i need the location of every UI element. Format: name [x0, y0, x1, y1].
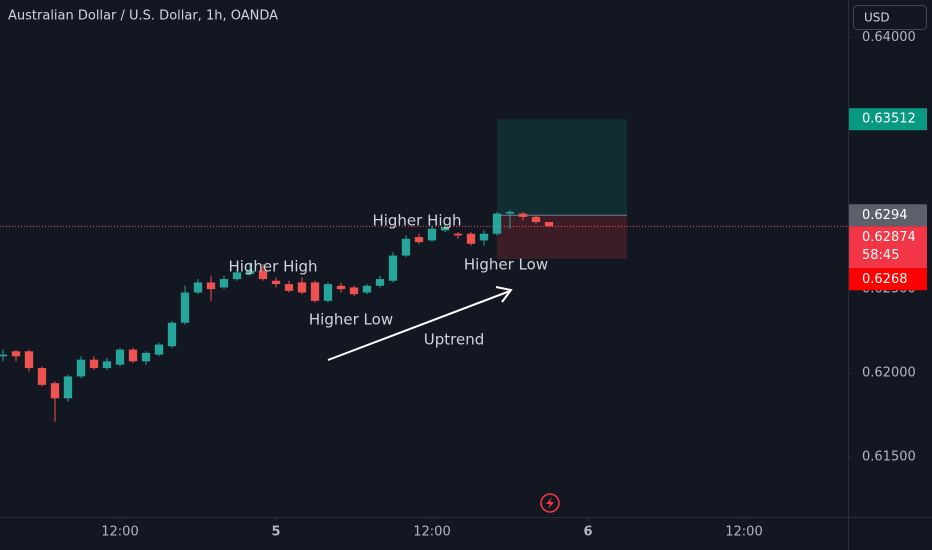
candle-body	[63, 376, 73, 399]
alert-ring	[540, 493, 560, 513]
candle-body	[362, 285, 372, 293]
target-label: 0.63512	[862, 112, 916, 127]
candle-body	[492, 213, 502, 234]
candle-body	[310, 282, 320, 301]
chart-title: Australian Dollar / U.S. Dollar, 1h, OAN…	[8, 9, 278, 24]
candle-body	[453, 233, 463, 236]
candle-body	[271, 280, 281, 285]
x-tick-label: 6	[583, 525, 592, 540]
annotation: Higher High	[228, 258, 317, 276]
candle-body	[440, 227, 450, 231]
candle-body	[245, 270, 255, 275]
candle-body	[258, 270, 268, 280]
candle-body	[479, 233, 489, 241]
annotation: Higher High	[372, 212, 461, 230]
candle-body	[505, 211, 515, 214]
candle-body	[154, 344, 164, 355]
x-tick-label: 12:00	[101, 525, 138, 540]
candle-body	[349, 287, 359, 295]
loss-zone	[496, 215, 627, 259]
candle-body	[180, 292, 190, 323]
profit-zone	[496, 119, 627, 216]
y-tick-label: 0.64000	[862, 30, 916, 45]
candle-body	[401, 238, 411, 256]
x-tick-label: 5	[271, 525, 280, 540]
alert-icon[interactable]	[540, 493, 560, 513]
candle-body	[232, 272, 242, 280]
trend-arrow	[327, 290, 511, 361]
candle-body	[466, 233, 476, 244]
plot-area	[0, 119, 848, 422]
x-tick-label: 12:00	[725, 525, 762, 540]
candle-body	[0, 354, 8, 357]
candle-body	[37, 368, 47, 385]
candle-body	[297, 282, 307, 293]
current-price-label: 0.62874	[862, 230, 916, 245]
currency-button[interactable]	[853, 5, 927, 30]
stop-label: 0.6268	[862, 272, 908, 287]
arrow-head	[495, 286, 513, 303]
candle-body	[531, 216, 541, 222]
candle-body	[128, 349, 138, 362]
candle-body	[518, 213, 528, 217]
candle-body	[50, 383, 60, 399]
currency-label: USD	[864, 11, 890, 25]
y-tick-label: 0.62000	[862, 366, 916, 381]
candle-body	[167, 322, 177, 347]
current-label-bg	[849, 226, 927, 269]
candle-body	[388, 255, 398, 281]
annotation: Higher Low	[464, 256, 548, 274]
candle-body	[11, 351, 21, 357]
candle-body	[193, 282, 203, 293]
candle-body	[115, 349, 125, 365]
candle-body	[336, 285, 346, 290]
candle-body	[414, 237, 424, 243]
annotation: Higher Low	[309, 311, 393, 329]
candle-body	[141, 352, 151, 362]
candle-body	[102, 361, 112, 369]
entry-label-bg	[849, 204, 927, 227]
candle-body	[219, 279, 229, 288]
candle-body	[206, 282, 216, 290]
candle-body	[375, 279, 385, 286]
annotation: Uptrend	[424, 331, 484, 349]
target-label-bg	[849, 108, 927, 131]
candle-body	[323, 284, 333, 301]
candle-body	[427, 228, 437, 241]
stop-label-bg	[849, 268, 927, 291]
countdown-label: 58:45	[862, 248, 899, 263]
alert-bolt	[546, 497, 554, 509]
candle-body	[89, 359, 99, 369]
y-tick-label: 0.61500	[862, 450, 916, 465]
candle-body	[24, 351, 34, 369]
candle-body	[76, 359, 86, 377]
candle-body	[284, 284, 294, 291]
candle-body	[544, 221, 554, 227]
x-tick-label: 12:00	[413, 525, 450, 540]
entry-label: 0.6294	[862, 208, 908, 223]
